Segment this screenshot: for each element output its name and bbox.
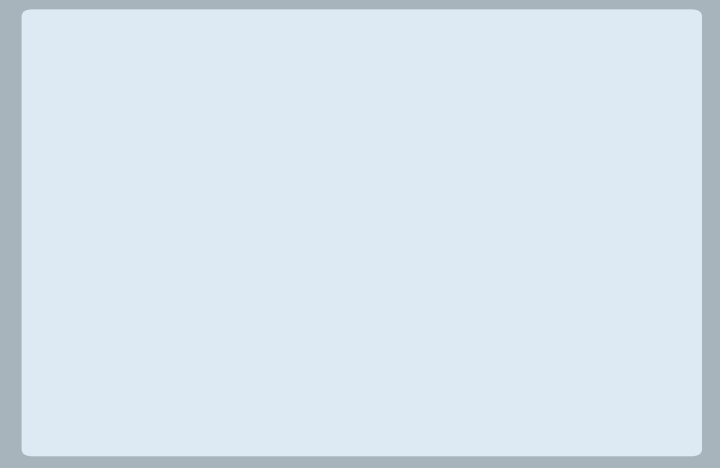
Text: d. 9.0 pC: d. 9.0 pC (148, 369, 241, 388)
Circle shape (73, 320, 121, 351)
Text: e. 7.1 pC: e. 7.1 pC (148, 413, 240, 431)
Text: Ch24-kh1-2. [E]The total electric flux through a closed: Ch24-kh1-2. [E]The total electric flux t… (61, 58, 612, 76)
Circle shape (80, 367, 114, 390)
Circle shape (73, 276, 121, 307)
Text: a. 16 pC: a. 16 pC (148, 239, 233, 257)
Circle shape (73, 363, 121, 394)
Text: b. 44 pC: b. 44 pC (148, 282, 234, 301)
Text: m2 /C. Determine the net charge within the sphere.: m2 /C. Determine the net charge within t… (61, 138, 585, 156)
Circle shape (80, 280, 114, 303)
Circle shape (80, 411, 114, 433)
Circle shape (73, 407, 121, 438)
Circle shape (73, 233, 121, 263)
Text: spherical (diameter = 0.20 m) surface is equal to 2.0 N: spherical (diameter = 0.20 m) surface is… (61, 98, 618, 116)
Text: c. 18 pC: c. 18 pC (148, 326, 232, 344)
Text: Select one:: Select one: (61, 190, 175, 208)
Circle shape (80, 237, 114, 259)
Circle shape (80, 324, 114, 346)
